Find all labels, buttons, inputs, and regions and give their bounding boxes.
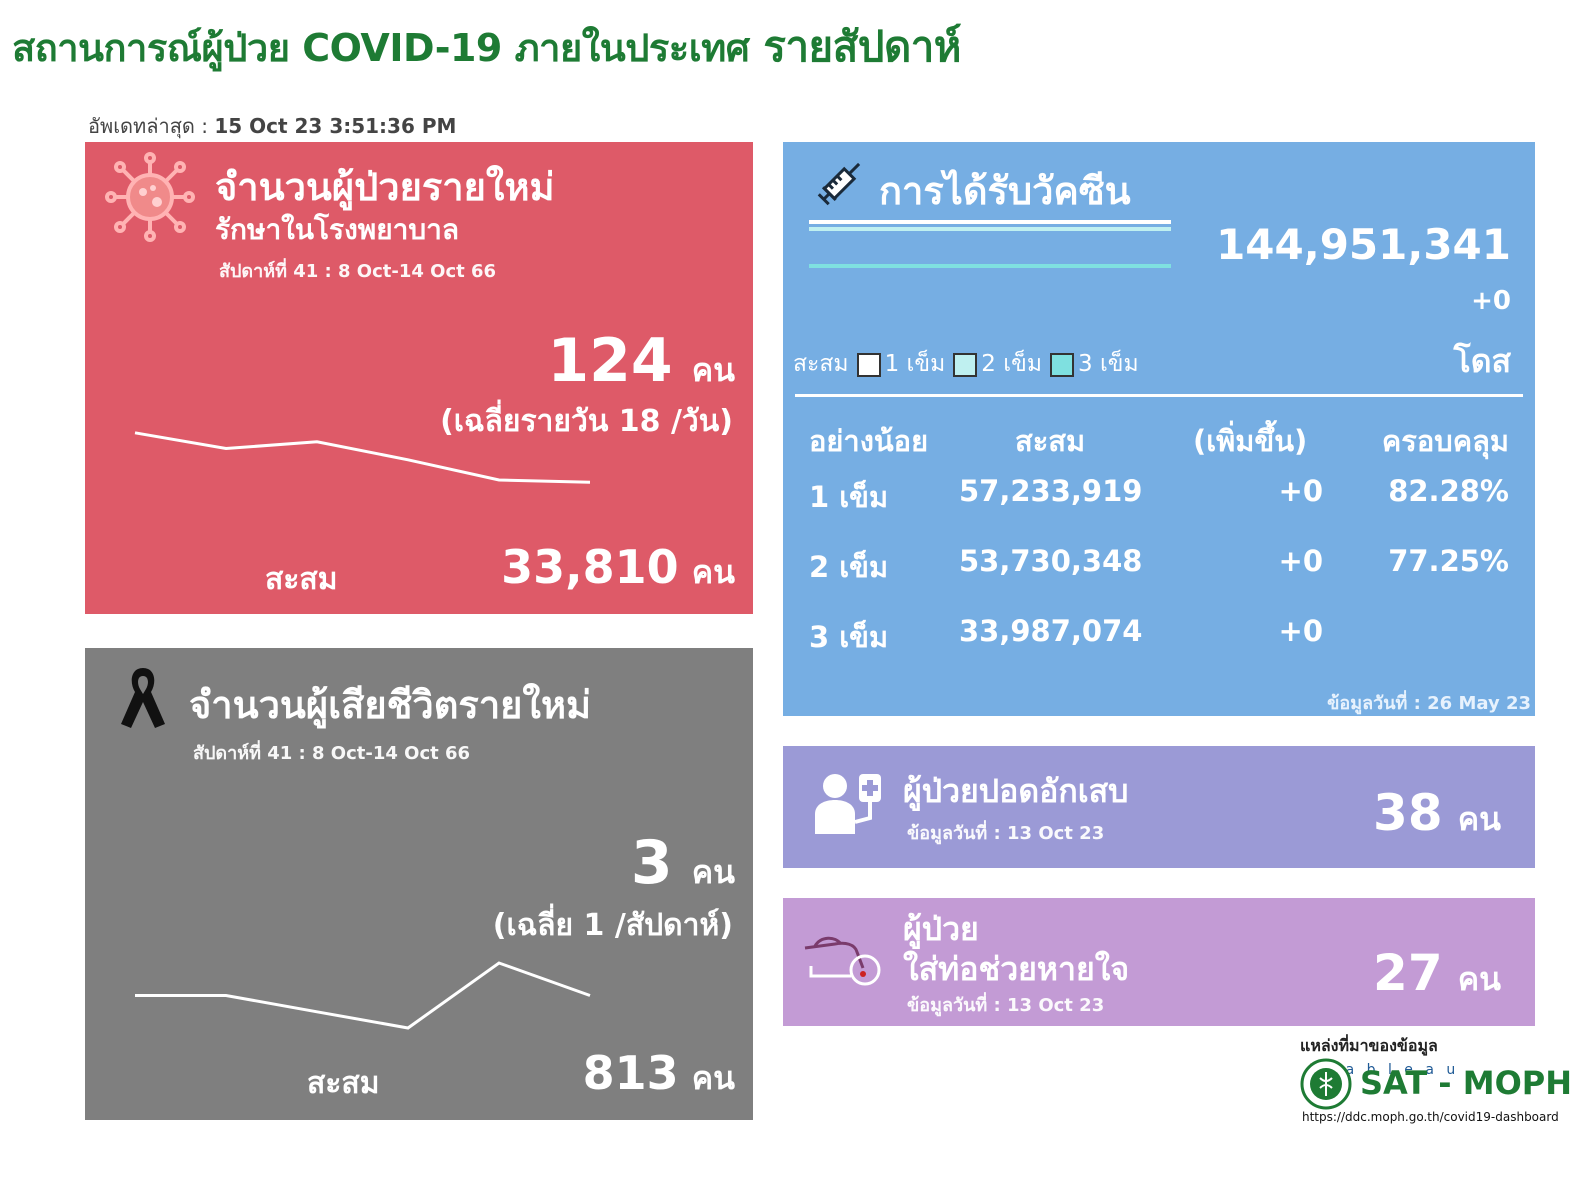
ventilator-panel: ผู้ป่วย ใส่ท่อช่วยหายใจ ข้อมูลวันที่ : 1… <box>783 898 1535 1026</box>
dose2-bar-fill <box>809 227 1171 231</box>
pneumonia-unit: คน <box>1457 800 1501 838</box>
ventilator-title-line1: ผู้ป่วย <box>903 910 979 948</box>
col-header-increase: (เพิ่มขึ้น) <box>1193 424 1308 458</box>
dose2-bar <box>809 227 1171 231</box>
dose1-bar <box>809 220 1171 224</box>
ventilator-count: 27 คน <box>1373 944 1501 1005</box>
ventilator-data-date: ข้อมูลวันที่ : 13 Oct 23 <box>907 995 1105 1016</box>
data-source: แหล่งที่มาของข้อมูล ⁜+ a b l e a u <box>1300 1034 1570 1078</box>
dose-label: 3 เข็ม <box>809 620 889 654</box>
legend-dose3: 3 เข็ม <box>1078 351 1139 377</box>
dose-legend: สะสม 1 เข็ม 2 เข็ม 3 เข็ม <box>793 346 1139 382</box>
new-cases-value: 124 <box>547 326 673 396</box>
col-header-dose: อย่างน้อย <box>809 424 929 458</box>
ventilator-tube-icon <box>804 936 881 986</box>
new-deaths-week: สัปดาห์ที่ 41 : 8 Oct-14 Oct 66 <box>193 743 471 764</box>
page-title-main: สถานการณ์ผู้ป่วย COVID-19 ภายในประเทศ <box>12 26 750 70</box>
legend-label: สะสม <box>793 351 849 377</box>
data-source-label: แหล่งที่มาของข้อมูล <box>1300 1036 1438 1055</box>
deaths-cumulative: 813 คน <box>583 1046 735 1104</box>
pneumonia-title: ผู้ป่วยปอดอักเสบ <box>903 772 1129 810</box>
tableau-wordmark: + a b l e a u <box>1321 1062 1460 1078</box>
col-header-cumulative: สะสม <box>1015 424 1086 458</box>
cases-cumulative-value: 33,810 <box>501 540 679 594</box>
pneumonia-count: 38 คน <box>1373 784 1501 845</box>
syringe-icon <box>817 162 861 206</box>
page-title: สถานการณ์ผู้ป่วย COVID-19 ภายในประเทศ ราย… <box>12 14 961 80</box>
divider <box>795 394 1523 397</box>
new-cases-average: (เฉลี่ยรายวัน 18 /วัน) <box>440 404 733 439</box>
source-url[interactable]: https://ddc.moph.go.th/covid19-dashboard <box>1302 1110 1559 1124</box>
pneumonia-value: 38 <box>1373 784 1443 842</box>
new-cases-trend-chart <box>134 431 591 484</box>
patient-iv-icon <box>815 774 881 834</box>
new-deaths-unit: คน <box>691 853 735 891</box>
vaccination-panel: การได้รับวัคซีน 144,951,341 +0 โดส สะสม 1… <box>783 142 1535 716</box>
new-cases-trend-line <box>134 431 591 484</box>
new-cases-subtitle: รักษาในโรงพยาบาล <box>215 213 459 246</box>
deaths-cumulative-value: 813 <box>582 1046 679 1100</box>
ventilator-unit: คน <box>1457 960 1501 998</box>
new-cases-unit: คน <box>691 351 735 389</box>
virus-icon <box>105 152 195 242</box>
new-deaths-count: 3 คน <box>631 828 735 898</box>
new-cases-panel: จำนวนผู้ป่วยรายใหม่ รักษาในโรงพยาบาล สัป… <box>85 142 753 614</box>
dose-cumulative: 53,730,348 <box>959 544 1143 578</box>
vaccination-title: การได้รับวัคซีน <box>879 169 1131 213</box>
deaths-cumulative-unit: คน <box>691 1059 735 1097</box>
new-deaths-average: (เฉลี่ย 1 /สัปดาห์) <box>492 908 733 943</box>
vaccination-dose-unit: โดส <box>1453 342 1512 380</box>
dose3-bar-fill <box>809 264 1171 268</box>
new-cases-count: 124 คน <box>547 326 735 396</box>
new-deaths-trend-line <box>135 961 591 1030</box>
cases-cumulative-label: สะสม <box>265 562 338 597</box>
new-deaths-title: จำนวนผู้เสียชีวิตรายใหม่ <box>189 683 592 727</box>
col-header-coverage: ครอบคลุม <box>1381 424 1509 458</box>
ribbon-icon <box>121 668 165 728</box>
new-cases-title: จำนวนผู้ป่วยรายใหม่ <box>215 165 555 209</box>
dose-label: 2 เข็ม <box>809 550 889 584</box>
legend-swatch-3 <box>1050 352 1074 377</box>
dose1-bar-fill <box>809 220 1171 224</box>
legend-dose2: 2 เข็ม <box>981 351 1042 377</box>
last-updated-value: 15 Oct 23 3:51:36 PM <box>214 114 457 138</box>
last-updated-label: อัพเดทล่าสุด : <box>88 114 208 138</box>
dose-coverage: 82.28% <box>1388 474 1509 508</box>
dose3-bar <box>809 264 1171 268</box>
vaccination-data-date: ข้อมูลวันที่ : 26 May 23 <box>1327 693 1531 714</box>
pneumonia-panel: ผู้ป่วยปอดอักเสบ ข้อมูลวันที่ : 13 Oct 2… <box>783 746 1535 868</box>
vaccination-increase: +0 <box>1471 286 1511 316</box>
dose-increase: +0 <box>1278 614 1323 648</box>
pneumonia-data-date: ข้อมูลวันที่ : 13 Oct 23 <box>907 823 1105 844</box>
dose-increase: +0 <box>1278 474 1323 508</box>
cases-cumulative-unit: คน <box>691 553 735 591</box>
ventilator-title-line2: ใส่ท่อช่วยหายใจ <box>903 950 1130 988</box>
page-title-suffix: รายสัปดาห์ <box>763 22 961 71</box>
last-updated: อัพเดทล่าสุด : 15 Oct 23 3:51:36 PM <box>88 110 456 142</box>
new-deaths-trend-chart <box>135 961 591 1030</box>
dose-coverage: 77.25% <box>1388 544 1509 578</box>
new-deaths-panel: จำนวนผู้เสียชีวิตรายใหม่ สัปดาห์ที่ 41 :… <box>85 648 753 1120</box>
dose-cumulative: 33,987,074 <box>959 614 1143 648</box>
moph-seal-icon <box>1300 1058 1352 1110</box>
dose-cumulative: 57,233,919 <box>959 474 1143 508</box>
vaccination-total: 144,951,341 <box>1216 220 1511 269</box>
legend-dose1: 1 เข็ม <box>884 351 946 377</box>
cases-cumulative: 33,810 คน <box>501 540 735 598</box>
legend-swatch-2 <box>953 352 978 377</box>
legend-swatch-1 <box>856 352 881 377</box>
deaths-cumulative-label: สะสม <box>307 1066 380 1101</box>
new-deaths-value: 3 <box>630 828 673 898</box>
dose-label: 1 เข็ม <box>809 480 889 514</box>
ventilator-value: 27 <box>1373 944 1443 1002</box>
dose-increase: +0 <box>1278 544 1323 578</box>
org-name: SAT - MOPH <box>1360 1064 1570 1102</box>
new-cases-week: สัปดาห์ที่ 41 : 8 Oct-14 Oct 66 <box>219 261 497 282</box>
